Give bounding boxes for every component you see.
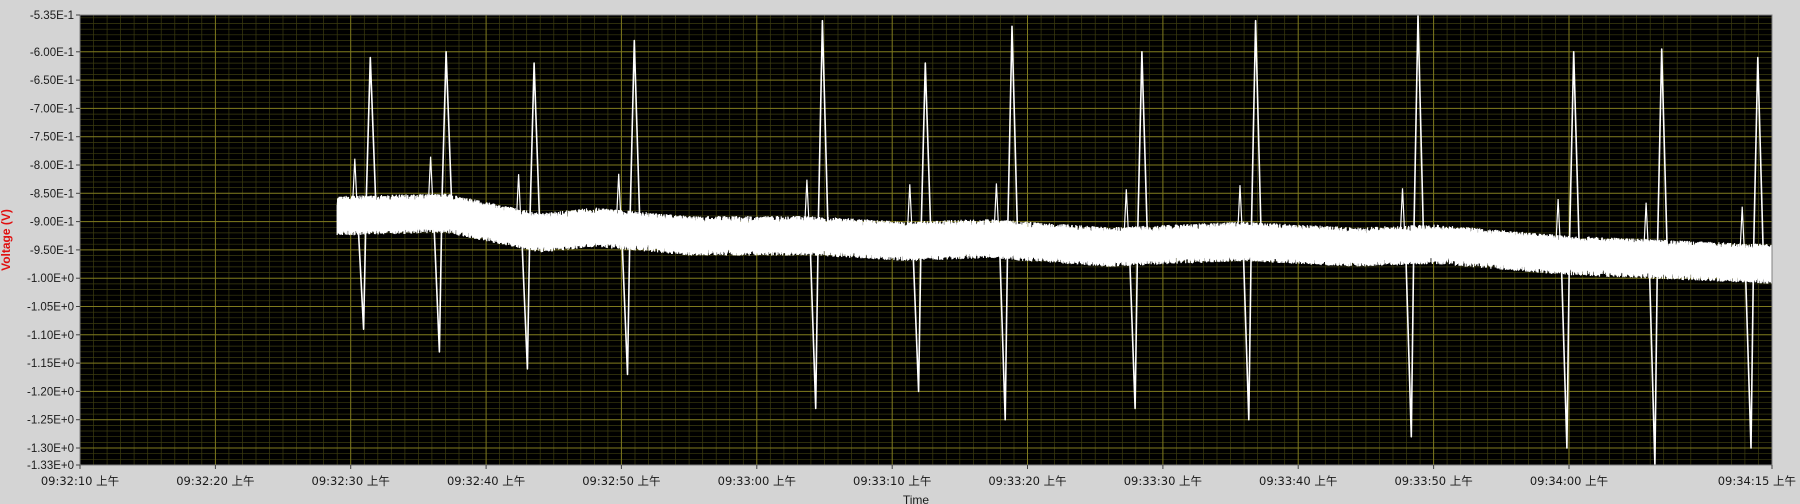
y-axis-ticks: -5.35E-1 -6.00E-1 -6.50E-1 -7.00E-1 -7.50E-1… <box>27 10 80 472</box>
y-tick-label: -8.50E-1 <box>30 188 74 200</box>
series-prespike <box>1123 189 1130 246</box>
series-spike <box>614 39 648 376</box>
series-spike <box>905 62 939 393</box>
series-band <box>336 193 1773 284</box>
x-tick-label: 09:33:10 上午 <box>853 474 931 488</box>
y-tick-label: -1.33E+0 <box>27 460 74 472</box>
plot-border <box>79 14 1773 466</box>
x-tick-label: 09:33:30 上午 <box>1124 474 1202 488</box>
y-tick-label: -9.00E-1 <box>30 217 74 229</box>
series-spike <box>1641 48 1676 466</box>
y-tick-label: -7.50E-1 <box>30 132 74 144</box>
series-spike <box>991 25 1026 421</box>
y-tick-label: -9.50E-1 <box>30 245 74 257</box>
x-tick-label: 09:33:00 上午 <box>718 474 796 488</box>
y-tick-label: -1.00E+0 <box>27 273 74 285</box>
series-prespike <box>993 183 1000 241</box>
x-tick-label: 09:34:00 上午 <box>1530 474 1608 488</box>
series-prespike <box>906 184 914 241</box>
y-tick-label: -1.30E+0 <box>27 443 74 455</box>
y-tick-label: -6.00E-1 <box>30 47 74 59</box>
x-tick-label: 09:32:50 上午 <box>582 474 660 488</box>
series-prespike <box>803 179 811 237</box>
x-tick-label: 09:34:15 上午 <box>1718 474 1796 488</box>
x-tick-label: 09:32:40 上午 <box>447 474 525 488</box>
series-prespike <box>1554 198 1562 256</box>
y-tick-label: -1.05E+0 <box>27 302 74 314</box>
series-spike <box>350 56 384 330</box>
y-tick-label: -6.50E-1 <box>30 75 74 87</box>
voltage-series <box>336 14 1773 466</box>
x-axis-ticks: 09:32:10 上午 09:32:20 上午 09:32:30 上午 09:32:4… <box>41 465 1796 488</box>
x-axis-title: Time <box>903 493 930 504</box>
y-tick-label: -1.20E+0 <box>27 386 74 398</box>
x-tick-label: 09:32:20 上午 <box>176 474 254 488</box>
series-prespike <box>1738 206 1746 264</box>
series-spike <box>1737 56 1772 449</box>
x-tick-label: 09:33:40 上午 <box>1259 474 1337 488</box>
series-prespike <box>351 158 359 216</box>
series-spike <box>1235 19 1270 421</box>
y-tick-label: -1.25E+0 <box>27 415 74 427</box>
series-spike <box>513 62 548 370</box>
x-tick-label: 09:33:20 上午 <box>988 474 1066 488</box>
series-spike <box>1397 14 1432 438</box>
series-prespike <box>1236 185 1244 242</box>
series-prespike <box>1399 188 1406 246</box>
series-spike <box>425 51 460 353</box>
y-tick-label: -8.00E-1 <box>30 160 74 172</box>
y-tick-label: -7.00E-1 <box>30 103 74 115</box>
y-tick-label: -5.35E-1 <box>30 10 74 22</box>
y-axis-title: Voltage (V) <box>0 209 13 271</box>
series-prespike <box>427 156 434 214</box>
y-tick-label: -1.10E+0 <box>27 330 74 342</box>
x-tick-label: 09:33:50 上午 <box>1394 474 1472 488</box>
series-spike <box>1553 51 1588 449</box>
x-tick-label: 09:32:30 上午 <box>312 474 390 488</box>
series-prespike <box>615 173 622 231</box>
series-spike <box>1121 51 1156 410</box>
series-spike <box>802 19 836 410</box>
series-prespike <box>515 174 522 231</box>
x-tick-label: 09:32:10 上午 <box>41 474 119 488</box>
y-tick-label: -1.15E+0 <box>27 358 74 370</box>
series-prespike <box>1642 202 1650 260</box>
